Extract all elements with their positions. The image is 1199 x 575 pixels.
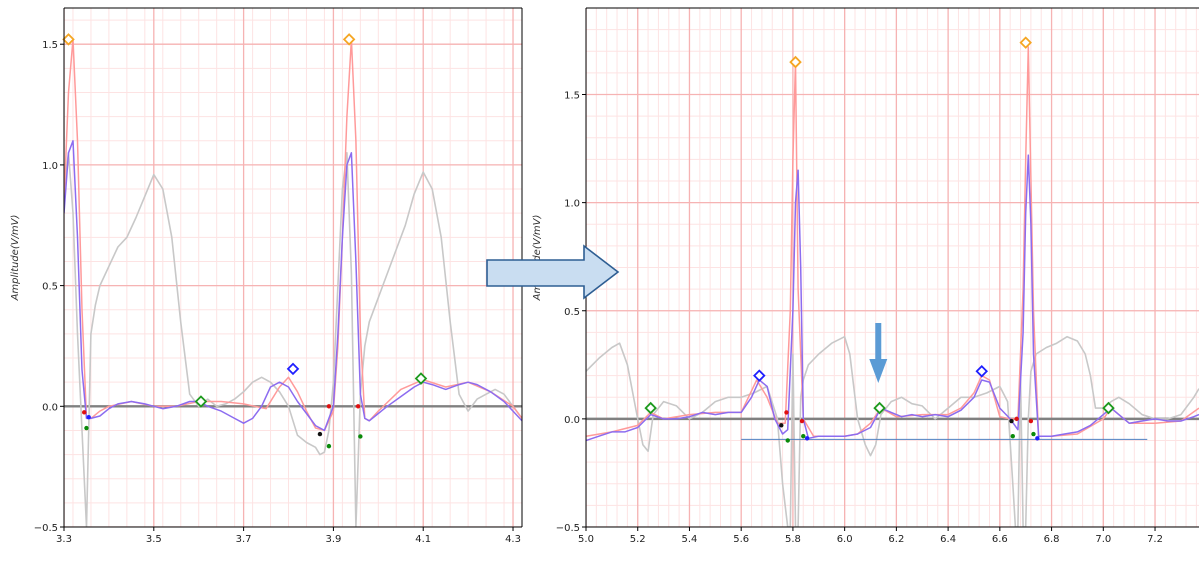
grid <box>586 8 1199 527</box>
onset-marker <box>799 418 805 424</box>
offset-marker <box>84 425 89 431</box>
fiducial-markers <box>62 33 428 449</box>
raw-signal-line <box>64 152 522 527</box>
right-arrow-shape <box>486 244 620 300</box>
x-tick-label: 7.2 <box>1147 534 1163 545</box>
x-tick-label: 5.2 <box>630 534 646 545</box>
y-tick-label: −0.5 <box>34 523 58 534</box>
t-peak-marker <box>194 395 208 408</box>
offset-marker <box>326 443 332 449</box>
raw-signal-line <box>586 335 1199 527</box>
y-tick-label: 0.0 <box>42 402 58 413</box>
x-tick-label: 5.8 <box>785 534 801 545</box>
onset-marker <box>1014 416 1019 422</box>
r-peak-marker <box>789 55 802 69</box>
right-arrow-icon <box>486 244 620 300</box>
r-peak-marker <box>1019 36 1032 49</box>
y-tick-label: −0.5 <box>556 523 580 534</box>
q-point-marker <box>1009 418 1014 424</box>
x-tick-label: 7.0 <box>1095 534 1111 545</box>
onset-marker <box>326 404 332 409</box>
left-chart-panel: 3.3 3.5 3.7 3.9 4.1 4.3 1.5 1.0 0.5 0.0 −0.5 Amplit… <box>10 7 523 545</box>
x-tick-label: 3.7 <box>236 534 252 545</box>
s-point-marker <box>804 436 810 441</box>
q-point-marker <box>779 423 784 428</box>
onset-marker <box>784 410 789 415</box>
s-point-marker <box>1035 436 1040 441</box>
x-tick-label: 3.9 <box>325 534 341 545</box>
t-peak-marker <box>1102 401 1115 415</box>
x-tick-label: 6.6 <box>992 534 1008 545</box>
right-chart-panel: 5.0 5.2 5.4 5.6 5.8 6.0 6.2 6.4 6.6 6.8 7.0 7.2 1.5 1… <box>532 7 1199 545</box>
x-tick-label: 5.4 <box>682 534 698 545</box>
down-arrow-head <box>869 359 888 383</box>
q-point-marker <box>317 431 323 437</box>
r-peak-marker <box>62 33 75 46</box>
y-axis-label: Amplitude(V/mV) <box>532 215 543 302</box>
y-tick-label: 0.0 <box>564 415 580 426</box>
onset-marker <box>82 410 87 415</box>
offset-marker <box>785 438 790 443</box>
filtered-signal-line <box>64 38 522 432</box>
x-tick-label: 5.6 <box>733 534 749 545</box>
offset-marker <box>801 433 806 439</box>
x-tick-label: 4.1 <box>415 534 431 545</box>
y-tick-label: 1.0 <box>564 199 580 210</box>
p-peak-marker <box>753 369 766 382</box>
y-tick-label: 1.5 <box>42 40 58 51</box>
p-peak-marker <box>975 365 989 378</box>
x-tick-label: 5.0 <box>578 534 594 545</box>
grid <box>64 8 522 527</box>
t-peak-marker <box>414 372 428 385</box>
fiducial-markers <box>644 36 1115 443</box>
down-arrow-shaft <box>875 323 882 361</box>
smoothed-signal-line <box>586 154 1199 442</box>
offset-marker <box>358 434 363 439</box>
smoothed-signal-line <box>64 140 522 432</box>
t-peak-marker <box>644 401 657 415</box>
x-tick-label: 4.3 <box>505 534 521 545</box>
x-tick-label: 6.2 <box>888 534 904 545</box>
s-point-marker <box>86 414 91 420</box>
offset-marker <box>1010 433 1015 439</box>
x-tick-label: 3.5 <box>146 534 162 545</box>
y-tick-label: 0.5 <box>42 282 58 293</box>
y-tick-label: 1.5 <box>564 91 580 102</box>
series-group <box>586 46 1199 527</box>
r-peak-marker <box>342 33 356 46</box>
x-tick-label: 6.8 <box>1044 534 1060 545</box>
x-tick-label: 6.4 <box>940 534 956 545</box>
y-tick-label: 0.5 <box>564 307 580 318</box>
onset-marker <box>355 404 361 409</box>
t-peak-marker <box>873 401 886 415</box>
y-axis-label: Amplitude(V/mV) <box>10 215 21 302</box>
x-tick-label: 6.0 <box>837 534 853 545</box>
x-tick-label: 3.3 <box>56 534 72 545</box>
series-group <box>64 38 522 527</box>
offset-marker <box>1031 431 1036 437</box>
filtered-signal-line <box>586 46 1199 437</box>
y-tick-label: 1.0 <box>42 161 58 172</box>
down-arrow-icon <box>869 323 888 383</box>
onset-marker <box>1028 418 1034 424</box>
p-peak-marker <box>286 362 300 376</box>
